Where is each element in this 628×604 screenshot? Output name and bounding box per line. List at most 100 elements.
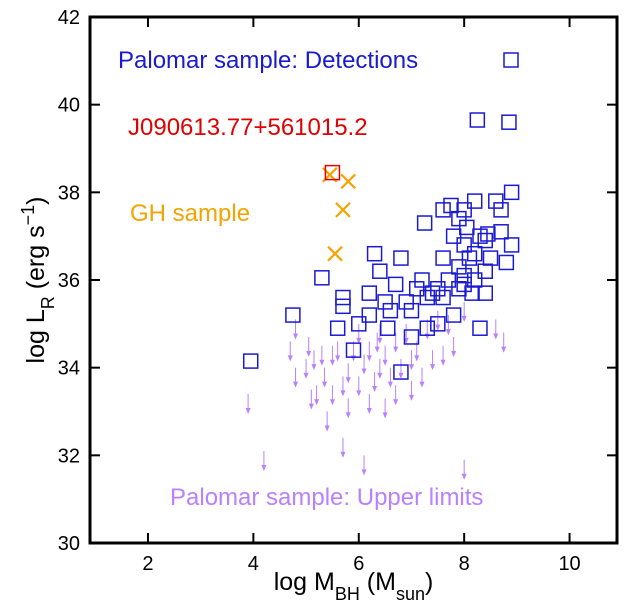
detection-marker xyxy=(459,219,475,236)
x-tick-label: 8 xyxy=(459,553,470,575)
upper-limit-arrow xyxy=(501,332,507,353)
arrow-head xyxy=(351,355,356,362)
detection-marker xyxy=(377,294,393,310)
arrow-head xyxy=(440,359,446,366)
upper-limit-arrow xyxy=(366,341,372,362)
arrow-head xyxy=(261,464,267,471)
arrow-head xyxy=(311,364,317,371)
arrow-head xyxy=(430,364,436,371)
upper-limit-arrow xyxy=(408,350,414,371)
arrow-head xyxy=(308,403,314,410)
detection-marker xyxy=(345,342,362,358)
detection-marker xyxy=(393,250,409,266)
detection-marker xyxy=(435,289,451,306)
detection-marker xyxy=(382,302,399,319)
upper-limit-arrow xyxy=(303,358,309,379)
arrow-head xyxy=(356,337,362,344)
detection-marker xyxy=(477,285,493,301)
arrow-head xyxy=(377,372,383,379)
arrow-head xyxy=(493,333,499,340)
cross-marker xyxy=(327,245,343,262)
upper-limit-arrow xyxy=(435,310,441,331)
upper-limit-arrow xyxy=(366,393,372,414)
arrow-head xyxy=(377,337,383,344)
arrow-head xyxy=(340,451,346,458)
detection-marker xyxy=(366,245,383,262)
x-axis-label-part: log M xyxy=(274,568,335,596)
y-axis-label-part: −1 xyxy=(18,205,38,226)
arrow-head xyxy=(501,346,507,353)
arrow-head xyxy=(461,473,467,480)
arrow-head xyxy=(387,381,393,388)
legend-label: GH sample xyxy=(130,200,250,227)
arrow-head xyxy=(322,381,328,388)
upper-limit-arrow xyxy=(324,411,330,432)
detection-marker xyxy=(361,285,378,301)
upper-limit-arrow xyxy=(340,437,346,458)
arrow-head xyxy=(287,355,293,362)
x-axis-label-part: ) xyxy=(425,568,433,596)
arrow-head xyxy=(324,425,330,432)
y-tick-label: 34 xyxy=(58,358,80,380)
upper-limit-arrow xyxy=(372,372,378,393)
detection-marker xyxy=(430,281,446,297)
detection-marker xyxy=(480,226,496,242)
detection-marker xyxy=(403,329,420,345)
upper-limit-arrow xyxy=(351,341,356,362)
detection-marker xyxy=(466,272,483,288)
upper-limit-arrow xyxy=(340,376,346,397)
upper-limit-arrow xyxy=(308,389,314,410)
detection-marker xyxy=(435,250,451,266)
y-tick-label: 30 xyxy=(58,533,80,555)
upper-limit-arrow xyxy=(335,341,341,362)
arrow-head xyxy=(461,315,467,322)
detection-marker xyxy=(477,263,493,279)
upper-limit-arrow xyxy=(287,341,293,362)
upper-limit-arrow xyxy=(393,385,399,406)
detection-marker xyxy=(456,237,472,253)
legend-label: Palomar sample: Detections xyxy=(118,47,418,74)
arrow-head xyxy=(372,386,378,393)
detection-marker xyxy=(335,289,351,306)
detection-marker xyxy=(472,320,488,336)
x-tick-label: 10 xyxy=(558,553,580,575)
y-axis-label-part: log L xyxy=(22,309,50,363)
y-axis-label-part: ) xyxy=(22,197,50,205)
upper-limit-arrow xyxy=(387,367,393,388)
arrow-head xyxy=(445,329,451,336)
detection-marker xyxy=(493,224,509,240)
upper-limit-arrow xyxy=(424,319,430,340)
detection-marker xyxy=(501,114,517,130)
detection-marker xyxy=(419,320,436,336)
arrow-head xyxy=(393,346,399,353)
upper-limit-arrow xyxy=(329,385,335,406)
detection-marker xyxy=(445,307,462,323)
detection-marker xyxy=(451,259,467,275)
upper-limit-arrow xyxy=(419,367,425,388)
arrow-head xyxy=(329,399,335,406)
y-tick-label: 38 xyxy=(58,182,80,204)
legend-label: J090613.77+561015.2 xyxy=(128,114,368,141)
y-axis-label: log LR (erg s−1) xyxy=(18,197,58,364)
arrow-head xyxy=(408,364,414,371)
detection-marker xyxy=(416,215,433,231)
upper-limit-arrow xyxy=(345,363,351,384)
x-tick-label: 6 xyxy=(353,553,364,575)
detection-marker xyxy=(469,112,486,128)
arrow-head xyxy=(451,350,457,357)
arrow-head xyxy=(303,372,309,379)
upper-limit-arrow xyxy=(322,367,328,388)
detection-marker xyxy=(435,202,451,218)
upper-limit-arrow xyxy=(382,345,388,366)
upper-limit-arrow xyxy=(398,358,404,379)
upper-limit-arrow xyxy=(245,393,251,414)
arrow-head xyxy=(408,394,414,401)
upper-limit-arrow xyxy=(319,345,325,366)
y-tick-label: 42 xyxy=(58,7,80,29)
detection-marker xyxy=(451,210,467,227)
detection-marker xyxy=(335,298,351,315)
upper-limit-arrow xyxy=(356,323,362,344)
detection-marker xyxy=(419,289,436,306)
upper-limit-arrow xyxy=(345,398,351,419)
